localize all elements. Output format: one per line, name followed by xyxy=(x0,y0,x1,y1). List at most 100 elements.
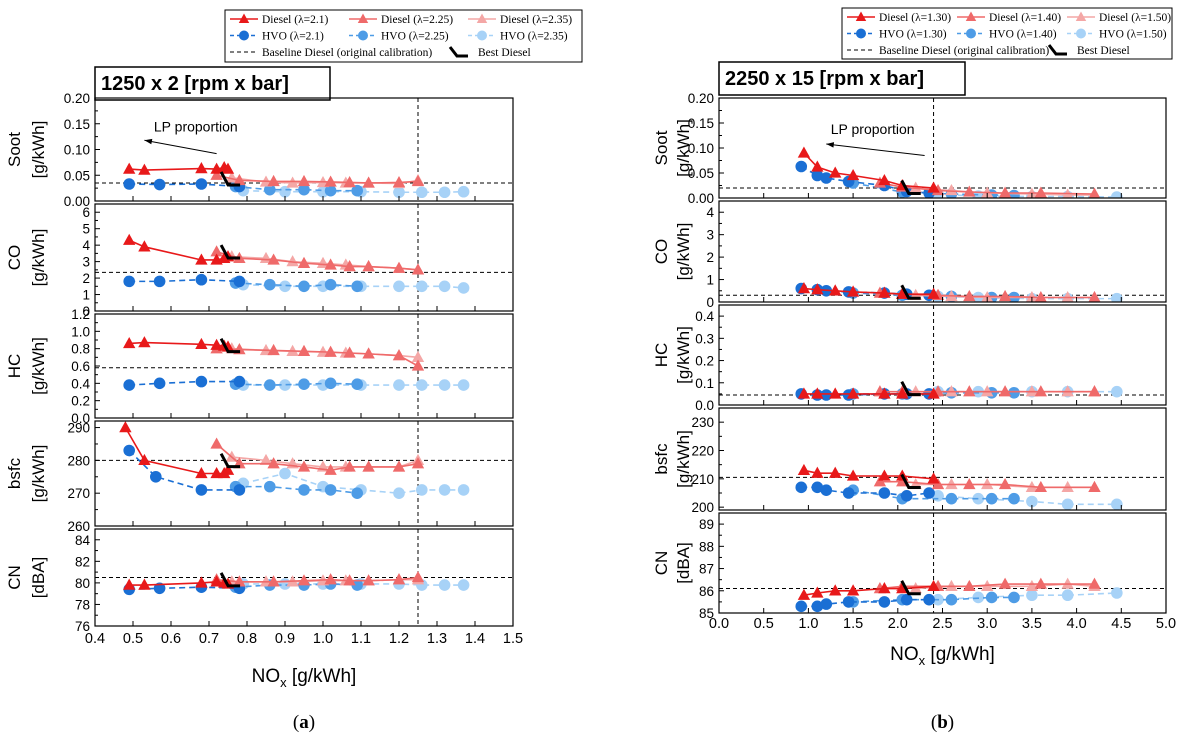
annotation-arrow xyxy=(144,139,217,155)
best-diesel-marker xyxy=(900,179,921,195)
y-tick-label: 0.4 xyxy=(695,309,714,324)
legend-label: HVO (λ=1.30) xyxy=(879,29,947,41)
y-axis-unit: [g/kWh] xyxy=(674,430,693,488)
data-point xyxy=(963,289,976,302)
data-point xyxy=(138,163,151,175)
legend-swatch-marker xyxy=(358,30,368,41)
best-diesel-marker xyxy=(900,284,921,300)
x-tick-label: 4.0 xyxy=(1067,616,1087,632)
data-point xyxy=(842,596,855,608)
legend-label: Best Diesel xyxy=(478,47,531,59)
data-point xyxy=(1008,591,1020,604)
legend-label: Best Diesel xyxy=(1077,45,1130,57)
data-point xyxy=(279,379,291,391)
y-axis-label: CN xyxy=(5,565,24,590)
subplot-hc: 0.0 0.2 0.4 0.6 0.8 1.0 1.2 HC [g/kWh] xyxy=(5,307,514,426)
data-point xyxy=(438,280,451,293)
data-point xyxy=(1088,291,1101,302)
y-axis-label: Soot xyxy=(5,132,24,167)
annotation-arrowhead xyxy=(826,142,835,148)
data-point xyxy=(811,169,824,182)
data-point xyxy=(324,184,337,197)
legend-box xyxy=(841,7,1173,60)
x-tick-label: 0.8 xyxy=(237,631,257,647)
data-point xyxy=(267,457,280,469)
data-point xyxy=(1034,480,1048,493)
legend-swatch-marker xyxy=(1075,11,1087,21)
data-point xyxy=(811,600,824,613)
y-tick-label: 1 xyxy=(706,273,714,288)
y-tick-label: 230 xyxy=(691,415,714,430)
data-point xyxy=(1111,191,1123,198)
data-point xyxy=(1034,385,1048,397)
data-point xyxy=(138,240,151,252)
data-point xyxy=(119,421,132,433)
legend-label: Diesel (λ=1.50) xyxy=(1099,12,1171,24)
data-point xyxy=(267,253,280,265)
data-point xyxy=(1061,498,1074,510)
y-tick-label: 2 xyxy=(706,250,714,265)
data-point xyxy=(927,287,940,299)
data-point xyxy=(264,183,276,196)
legend-item: HVO (λ=2.25) xyxy=(349,30,449,43)
y-tick-label: 0 xyxy=(82,304,90,319)
data-point xyxy=(297,344,311,356)
legend-item: Diesel (λ=2.1) xyxy=(230,13,329,26)
subplot-bsfc: 200 210 220 230 bsfc [g/kWh] xyxy=(652,407,1167,515)
data-point xyxy=(998,385,1012,397)
data-point xyxy=(393,186,405,199)
y-tick-label: 0.20 xyxy=(64,91,90,106)
x-tick-label: 0.5 xyxy=(123,631,143,647)
x-tick-label: 1.2 xyxy=(389,631,409,647)
data-point xyxy=(457,185,470,198)
data-point xyxy=(797,588,811,600)
data-point xyxy=(811,387,824,399)
series-line xyxy=(235,185,358,192)
plot-area xyxy=(95,98,513,201)
data-point xyxy=(343,574,356,586)
data-point xyxy=(820,172,833,184)
data-point xyxy=(1061,589,1074,602)
y-tick-label: 0.0 xyxy=(71,411,90,426)
best-diesel-marker xyxy=(219,452,241,469)
data-point xyxy=(267,343,280,356)
legend-item: HVO (λ=1.50) xyxy=(1067,28,1167,41)
data-point xyxy=(829,284,842,296)
data-point xyxy=(457,484,470,496)
series-line xyxy=(235,583,358,588)
data-point xyxy=(221,162,235,174)
data-point xyxy=(351,184,364,197)
subplot-hc: 0.0 0.1 0.2 0.3 0.4 HC [g/kWh] xyxy=(652,304,1167,413)
data-point xyxy=(123,233,136,245)
legend-item: Best Diesel xyxy=(1047,44,1130,57)
plot-area xyxy=(719,201,1166,302)
subplot-bsfc: 260 270 280 290 bsfc [g/kWh] xyxy=(5,420,514,534)
x-tick-label: 1.0 xyxy=(313,631,333,647)
data-point xyxy=(820,598,833,610)
y-tick-label: 0.3 xyxy=(695,331,714,346)
y-tick-label: 0.10 xyxy=(64,143,90,158)
x-tick-label: 0.9 xyxy=(275,631,295,647)
plot-frame xyxy=(718,97,1167,199)
x-tick-label: 1.1 xyxy=(351,631,371,647)
data-point xyxy=(878,596,891,608)
y-tick-label: 84 xyxy=(75,533,91,548)
data-point xyxy=(945,184,958,196)
annotation-arrow xyxy=(826,143,925,156)
plot-frame xyxy=(94,203,514,312)
data-point xyxy=(1061,577,1074,589)
data-point xyxy=(998,478,1012,490)
data-point xyxy=(153,275,166,288)
data-point xyxy=(233,375,246,388)
legend: Diesel (λ=1.30) Diesel (λ=1.40) Diesel (λ=… xyxy=(841,7,1173,60)
data-point xyxy=(797,146,811,158)
data-point xyxy=(351,487,364,499)
plot-frame xyxy=(94,313,514,419)
data-point xyxy=(324,345,337,357)
data-point xyxy=(873,475,887,487)
y-tick-label: 4 xyxy=(82,238,90,253)
x-tick-label: 2.5 xyxy=(932,616,952,632)
y-tick-label: 270 xyxy=(67,486,90,501)
data-point xyxy=(829,466,842,478)
legend-item: HVO (λ=2.1) xyxy=(230,30,324,43)
